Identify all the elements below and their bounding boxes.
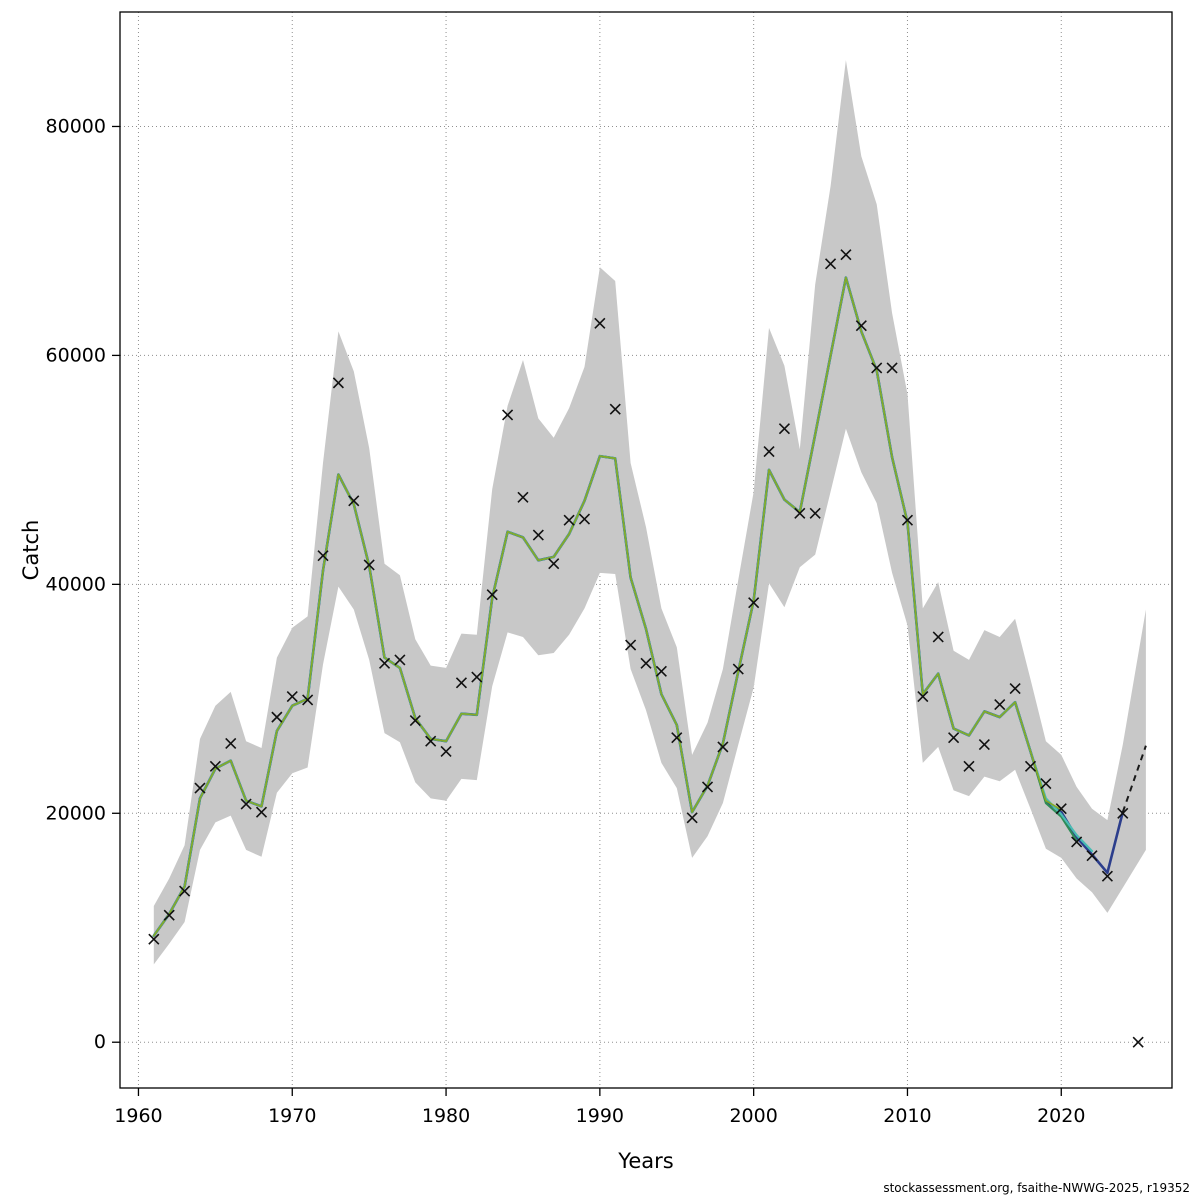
observation-marker (824, 258, 837, 270)
source-credit: stockassessment.org, fsaithe-NWWG-2025, … (883, 1181, 1190, 1195)
observation-marker (978, 739, 990, 751)
confidence-band (153, 60, 1146, 965)
observation-marker (517, 491, 529, 503)
y-tick-label: 0 (94, 1031, 106, 1053)
observation-marker (625, 639, 637, 651)
observation-marker (717, 741, 729, 753)
observation-marker (271, 711, 283, 723)
observation-marker (1101, 870, 1113, 882)
observation-marker (609, 403, 621, 415)
observation-marker (840, 249, 852, 261)
x-tick-label: 1970 (268, 1105, 316, 1127)
y-tick-label: 60000 (46, 344, 106, 366)
observation-marker (886, 362, 898, 374)
observation-marker (225, 737, 237, 750)
x-tick-label: 2020 (1037, 1105, 1085, 1127)
observation-marker (871, 362, 883, 374)
observation-marker (809, 507, 821, 519)
observation-marker (502, 409, 514, 421)
x-tick-label: 2000 (729, 1105, 777, 1127)
forecast-line (1121, 745, 1147, 813)
observation-marker (948, 732, 960, 744)
observation-marker (594, 317, 606, 329)
observation-marker (194, 782, 206, 794)
observation-marker (655, 665, 667, 677)
y-tick-label: 80000 (46, 115, 106, 137)
observation-marker (471, 671, 483, 683)
observation-marker (209, 760, 221, 772)
observation-marker (148, 933, 160, 945)
observation-marker (440, 745, 452, 758)
x-axis-title: Years (617, 1149, 673, 1173)
observation-marker (317, 550, 329, 562)
observation-marker (686, 812, 698, 824)
observation-marker (348, 495, 360, 507)
observation-marker (1055, 803, 1067, 815)
x-tick-label: 2010 (883, 1105, 931, 1127)
observation-marker (932, 631, 944, 643)
observation-marker (563, 514, 575, 526)
fit-line-olive (152, 276, 1063, 937)
observation-marker (163, 909, 175, 921)
observation-marker (578, 513, 591, 525)
observation-marker (363, 559, 375, 571)
observation-marker (994, 698, 1006, 711)
observation-marker (455, 677, 468, 689)
observation-marker (486, 589, 498, 601)
observation-marker (917, 690, 929, 703)
observation-marker (532, 529, 544, 541)
observation-marker (548, 558, 560, 570)
observation-marker (1132, 1036, 1144, 1048)
observation-marker (732, 663, 744, 675)
observation-marker (409, 714, 421, 727)
y-tick-label: 20000 (46, 802, 106, 824)
observation-marker (1009, 682, 1021, 695)
observation-marker (1040, 777, 1052, 790)
observation-marker (1071, 836, 1083, 848)
observation-marker (701, 781, 714, 793)
x-tick-label: 1990 (576, 1105, 624, 1127)
observation-marker (763, 445, 775, 458)
observation-marker (778, 423, 790, 435)
observation-marker (255, 806, 268, 818)
observation-marker (1024, 760, 1037, 772)
observation-marker (240, 798, 252, 810)
observation-marker (671, 732, 683, 744)
observation-marker (302, 694, 314, 706)
observation-marker (963, 760, 975, 772)
observation-marker (855, 320, 867, 332)
observation-marker (378, 657, 391, 669)
observation-marker (179, 885, 191, 897)
observation-marker (425, 735, 437, 747)
observation-marker (901, 514, 914, 526)
plot-border (119, 11, 1173, 1089)
y-tick-label: 40000 (46, 573, 106, 595)
observation-marker (748, 597, 760, 609)
observation-marker (394, 654, 406, 666)
observation-marker (640, 657, 652, 669)
observation-marker (794, 507, 806, 519)
observation-marker (1086, 850, 1098, 862)
observation-marker (1117, 807, 1129, 819)
x-tick-label: 1960 (114, 1105, 162, 1127)
y-axis-title: Catch (19, 520, 43, 581)
observation-marker (332, 377, 344, 389)
observation-marker (286, 690, 298, 703)
x-tick-label: 1980 (422, 1105, 470, 1127)
